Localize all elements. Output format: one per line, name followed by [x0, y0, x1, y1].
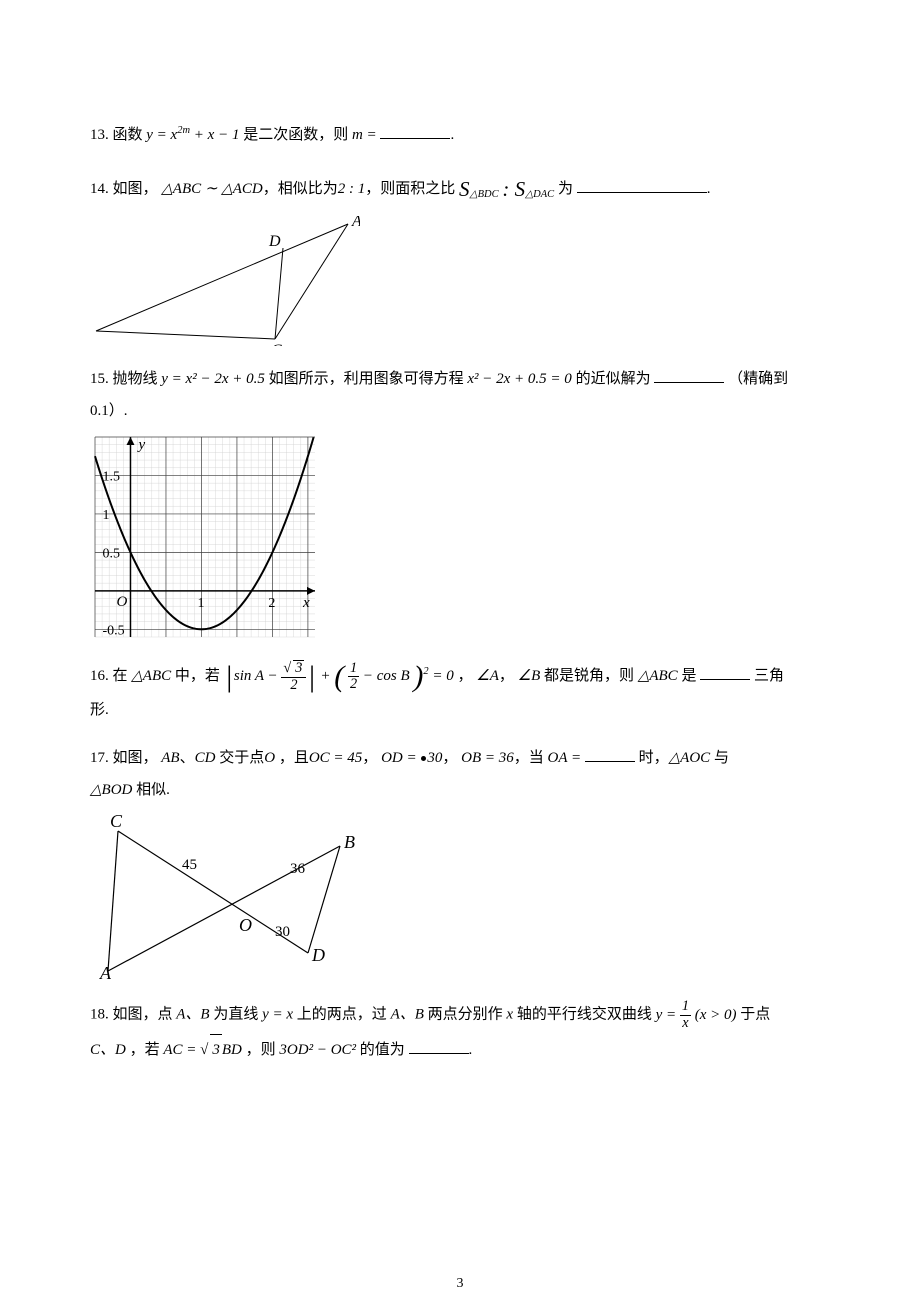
- blank-15: [654, 369, 724, 384]
- svg-text:C: C: [110, 811, 123, 831]
- question-18: 18. 如图，点 A、B 为直线 y = x 上的两点，过 A、B 两点分别作 …: [90, 999, 830, 1064]
- svg-text:O: O: [116, 594, 127, 610]
- q17-number: 17.: [90, 750, 109, 766]
- q14-S1: S: [459, 177, 470, 201]
- figure-17: C B O A D 45 36 30: [90, 811, 830, 981]
- svg-text:30: 30: [275, 924, 290, 940]
- question-13: 13. 函数 y = x2m + x − 1 是二次函数，则 m = .: [90, 120, 830, 150]
- svg-text:A: A: [99, 963, 112, 981]
- svg-text:1: 1: [197, 596, 204, 611]
- filled-diamond: [421, 756, 426, 761]
- figure-15: y x O -0.5 0.5 1 1.5 1 2: [90, 432, 830, 642]
- q15-expr2: x² − 2x + 0.5 = 0: [467, 371, 571, 387]
- q14-number: 14.: [90, 181, 109, 197]
- q18-number: 18.: [90, 1007, 109, 1023]
- svg-text:B: B: [344, 832, 355, 852]
- q13-expr: y = x2m + x − 1: [146, 127, 243, 143]
- triangle-abc-acd: ABCD: [90, 216, 360, 346]
- blank-16: [700, 666, 750, 681]
- blank-17: [585, 748, 635, 763]
- question-15: 15. 抛物线 y = x² − 2x + 0.5 如图所示，利用图象可得方程 …: [90, 364, 830, 642]
- q15-number: 15.: [90, 371, 109, 387]
- svg-text:D: D: [268, 233, 281, 250]
- blank-18: [409, 1039, 469, 1054]
- figure-14: ABCD: [90, 216, 830, 346]
- q14-S2: S: [515, 177, 526, 201]
- svg-text:-0.5: -0.5: [102, 623, 124, 638]
- svg-text:0.5: 0.5: [102, 546, 120, 561]
- svg-text:D: D: [311, 945, 325, 965]
- q16-line2: 形.: [90, 695, 830, 725]
- crossing-triangles: C B O A D 45 36 30: [90, 811, 360, 981]
- question-17: 17. 如图， AB、CD 交于点O ，且OC = 45， OD = 30， O…: [90, 743, 830, 981]
- svg-text:O: O: [239, 915, 252, 935]
- q16-equation: |sin A − √32| + ( 12 − cos B )2 = 0: [224, 668, 458, 684]
- svg-text:36: 36: [290, 861, 306, 877]
- q13-text: 函数: [113, 127, 143, 143]
- question-14: 14. 如图， △ABC ∼ △ACD，相似比为2 : 1，则面积之比 S△BD…: [90, 168, 830, 346]
- q14-sim: △ABC ∼ △ACD: [161, 181, 262, 197]
- parabola-chart: y x O -0.5 0.5 1 1.5 1 2: [90, 432, 320, 642]
- blank-13: [380, 125, 450, 140]
- q16-number: 16.: [90, 668, 109, 684]
- q13-m: m =: [352, 127, 377, 143]
- q15-line2: 0.1）.: [90, 396, 830, 426]
- svg-text:45: 45: [182, 857, 197, 873]
- q14-text: 如图，: [113, 181, 158, 197]
- page-number: 3: [0, 1276, 920, 1292]
- svg-text:1: 1: [102, 508, 109, 523]
- svg-text:1.5: 1.5: [102, 469, 120, 484]
- q18-ac: AC = √3BD: [163, 1042, 245, 1058]
- q15-expr: y = x² − 2x + 0.5: [161, 371, 265, 387]
- blank-14: [577, 178, 707, 193]
- q13-number: 13.: [90, 127, 109, 143]
- svg-text:A: A: [351, 216, 360, 230]
- svg-text:2: 2: [268, 596, 275, 611]
- q13-tail: .: [450, 127, 454, 143]
- q13-text2: 是二次函数，则: [243, 127, 348, 143]
- question-16: 16. 在 △ABC 中，若 |sin A − √32| + ( 12 − co…: [90, 660, 830, 725]
- svg-text:C: C: [271, 342, 282, 346]
- svg-text:y: y: [136, 437, 145, 453]
- q18-hyperbola: y = 1x (x > 0): [656, 1007, 741, 1023]
- svg-text:x: x: [302, 595, 310, 611]
